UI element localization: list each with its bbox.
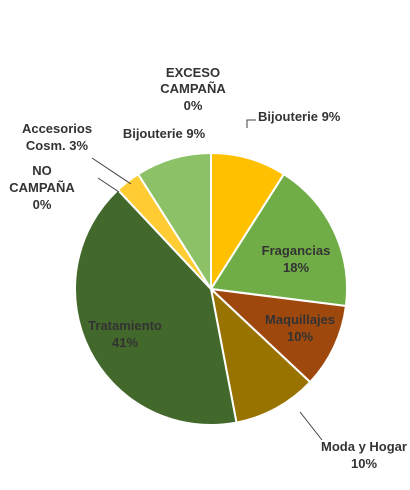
- label-moda-hogar-line2: 10%: [351, 456, 377, 471]
- label-moda-hogar-line1: Moda y Hogar: [321, 439, 407, 454]
- label-no-campana-line2: CAMPAÑA: [9, 180, 75, 195]
- leader-line-accesorios: [91, 157, 132, 185]
- label-exceso-campana-line2: CAMPAÑA: [160, 81, 226, 96]
- label-bijouterie-left: Bijouterie 9%: [123, 126, 206, 141]
- leader-line-no-campana: [97, 177, 120, 193]
- label-accesorios-line2: Cosm. 3%: [26, 138, 89, 153]
- leader-lines: [91, 119, 323, 441]
- label-bijouterie-right: Bijouterie 9%: [258, 109, 341, 124]
- label-no-campana-line3: 0%: [33, 197, 52, 212]
- label-fragancias-line1: Fragancias: [262, 243, 331, 258]
- pie-slices: [74, 152, 348, 426]
- pie-slice-moda-y-hogar-3: [210, 288, 312, 424]
- data-labels: EXCESO CAMPAÑA 0% Bijouterie 9% Bijouter…: [9, 65, 407, 471]
- label-no-campana-line1: NO: [32, 163, 52, 178]
- label-exceso-campana-line3: 0%: [184, 98, 203, 113]
- label-exceso-campana-line1: EXCESO: [166, 65, 220, 80]
- label-maquillajes-line1: Maquillajes: [265, 312, 335, 327]
- pie-slice-fragancias-1: [210, 173, 348, 308]
- label-accesorios-line1: Accesorios: [22, 121, 92, 136]
- leader-line-moda-hogar: [299, 411, 323, 441]
- leader-line-bijouterie-right: [246, 119, 256, 128]
- pie-slice-tratamiento-4: [74, 188, 238, 426]
- label-tratamiento-line2: 41%: [112, 335, 138, 350]
- label-maquillajes-line2: 10%: [287, 329, 313, 344]
- label-tratamiento-line1: Tratamiento: [88, 318, 162, 333]
- pie-slice-maquillajes-2: [210, 288, 347, 384]
- label-fragancias-line2: 18%: [283, 260, 309, 275]
